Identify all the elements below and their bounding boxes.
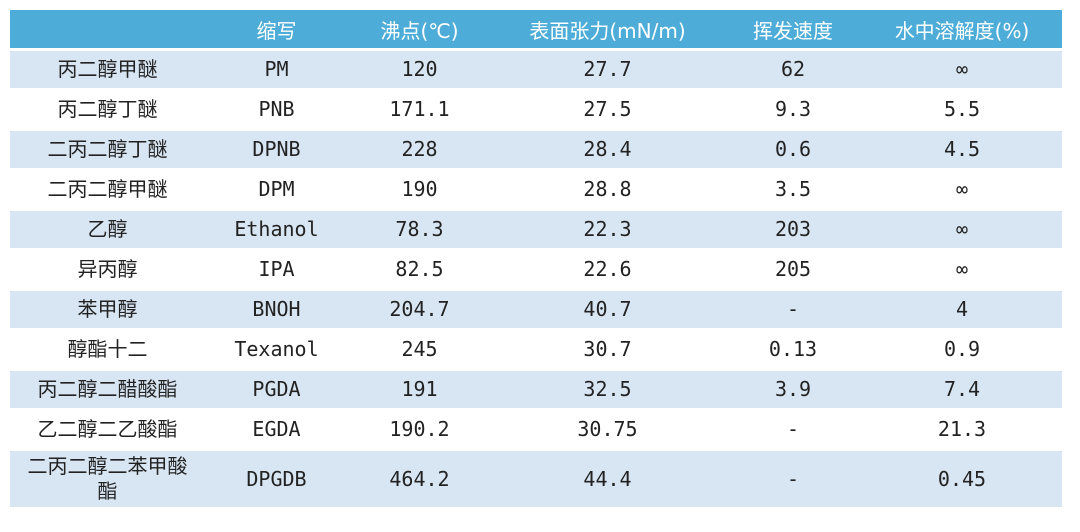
- cell-evaporation-rate: 62: [724, 51, 862, 88]
- solvent-properties-table: 缩写 沸点(℃) 表面张力(mN/m) 挥发速度 水中溶解度(%) 丙二醇甲醚 …: [10, 7, 1062, 510]
- cell-evaporation-rate: 205: [724, 251, 862, 288]
- cell-boiling-point: 228: [348, 131, 491, 168]
- cell-abbreviation: Ethanol: [205, 211, 348, 248]
- header-boiling-point: 沸点(℃): [348, 10, 491, 48]
- table-row: 丙二醇甲醚 PM 120 27.7 62 ∞: [10, 51, 1062, 88]
- cell-boiling-point: 204.7: [348, 291, 491, 328]
- cell-surface-tension: 32.5: [491, 371, 724, 408]
- header-water-solubility: 水中溶解度(%): [862, 10, 1062, 48]
- table-header-row: 缩写 沸点(℃) 表面张力(mN/m) 挥发速度 水中溶解度(%): [10, 10, 1062, 48]
- cell-solvent-name: 乙二醇二乙酸酯: [10, 411, 205, 448]
- cell-water-solubility: 5.5: [862, 91, 1062, 128]
- cell-abbreviation: IPA: [205, 251, 348, 288]
- cell-surface-tension: 28.8: [491, 171, 724, 208]
- cell-surface-tension: 27.7: [491, 51, 724, 88]
- cell-solvent-name: 丙二醇二醋酸酯: [10, 371, 205, 408]
- table-row: 丙二醇丁醚 PNB 171.1 27.5 9.3 5.5: [10, 91, 1062, 128]
- cell-water-solubility: ∞: [862, 251, 1062, 288]
- cell-evaporation-rate: 3.9: [724, 371, 862, 408]
- cell-surface-tension: 22.3: [491, 211, 724, 248]
- cell-surface-tension: 40.7: [491, 291, 724, 328]
- cell-evaporation-rate: 3.5: [724, 171, 862, 208]
- cell-boiling-point: 120: [348, 51, 491, 88]
- cell-abbreviation: EGDA: [205, 411, 348, 448]
- cell-solvent-name: 二丙二醇二苯甲酸酯: [10, 451, 205, 507]
- cell-abbreviation: Texanol: [205, 331, 348, 368]
- cell-solvent-name: 二丙二醇甲醚: [10, 171, 205, 208]
- table-row: 二丙二醇甲醚 DPM 190 28.8 3.5 ∞: [10, 171, 1062, 208]
- cell-solvent-name: 丙二醇甲醚: [10, 51, 205, 88]
- cell-abbreviation: PNB: [205, 91, 348, 128]
- cell-abbreviation: DPM: [205, 171, 348, 208]
- cell-water-solubility: ∞: [862, 211, 1062, 248]
- cell-boiling-point: 78.3: [348, 211, 491, 248]
- header-surface-tension: 表面张力(mN/m): [491, 10, 724, 48]
- cell-boiling-point: 190.2: [348, 411, 491, 448]
- cell-solvent-name: 乙醇: [10, 211, 205, 248]
- cell-evaporation-rate: -: [724, 291, 862, 328]
- cell-water-solubility: ∞: [862, 171, 1062, 208]
- table-row: 醇酯十二 Texanol 245 30.7 0.13 0.9: [10, 331, 1062, 368]
- table-row: 二丙二醇二苯甲酸酯 DPGDB 464.2 44.4 - 0.45: [10, 451, 1062, 507]
- cell-surface-tension: 28.4: [491, 131, 724, 168]
- cell-boiling-point: 82.5: [348, 251, 491, 288]
- cell-water-solubility: 4: [862, 291, 1062, 328]
- cell-water-solubility: 21.3: [862, 411, 1062, 448]
- cell-evaporation-rate: -: [724, 411, 862, 448]
- cell-abbreviation: DPGDB: [205, 451, 348, 507]
- cell-abbreviation: BNOH: [205, 291, 348, 328]
- cell-water-solubility: 4.5: [862, 131, 1062, 168]
- cell-abbreviation: PM: [205, 51, 348, 88]
- cell-evaporation-rate: -: [724, 451, 862, 507]
- cell-boiling-point: 191: [348, 371, 491, 408]
- header-solvent-name: [10, 10, 205, 48]
- cell-water-solubility: ∞: [862, 51, 1062, 88]
- cell-evaporation-rate: 9.3: [724, 91, 862, 128]
- cell-solvent-name: 丙二醇丁醚: [10, 91, 205, 128]
- cell-evaporation-rate: 0.13: [724, 331, 862, 368]
- cell-abbreviation: PGDA: [205, 371, 348, 408]
- cell-surface-tension: 22.6: [491, 251, 724, 288]
- cell-solvent-name: 二丙二醇丁醚: [10, 131, 205, 168]
- table-row: 丙二醇二醋酸酯 PGDA 191 32.5 3.9 7.4: [10, 371, 1062, 408]
- header-abbreviation: 缩写: [205, 10, 348, 48]
- cell-solvent-name: 醇酯十二: [10, 331, 205, 368]
- table-row: 乙醇 Ethanol 78.3 22.3 203 ∞: [10, 211, 1062, 248]
- cell-water-solubility: 0.9: [862, 331, 1062, 368]
- cell-evaporation-rate: 0.6: [724, 131, 862, 168]
- cell-boiling-point: 245: [348, 331, 491, 368]
- cell-surface-tension: 44.4: [491, 451, 724, 507]
- cell-evaporation-rate: 203: [724, 211, 862, 248]
- cell-boiling-point: 171.1: [348, 91, 491, 128]
- cell-solvent-name: 异丙醇: [10, 251, 205, 288]
- cell-boiling-point: 190: [348, 171, 491, 208]
- cell-water-solubility: 7.4: [862, 371, 1062, 408]
- table-row: 二丙二醇丁醚 DPNB 228 28.4 0.6 4.5: [10, 131, 1062, 168]
- cell-surface-tension: 30.7: [491, 331, 724, 368]
- table-row: 乙二醇二乙酸酯 EGDA 190.2 30.75 - 21.3: [10, 411, 1062, 448]
- cell-abbreviation: DPNB: [205, 131, 348, 168]
- header-evaporation-rate: 挥发速度: [724, 10, 862, 48]
- cell-surface-tension: 27.5: [491, 91, 724, 128]
- table-row: 异丙醇 IPA 82.5 22.6 205 ∞: [10, 251, 1062, 288]
- cell-water-solubility: 0.45: [862, 451, 1062, 507]
- cell-solvent-name: 苯甲醇: [10, 291, 205, 328]
- cell-surface-tension: 30.75: [491, 411, 724, 448]
- table-row: 苯甲醇 BNOH 204.7 40.7 - 4: [10, 291, 1062, 328]
- cell-boiling-point: 464.2: [348, 451, 491, 507]
